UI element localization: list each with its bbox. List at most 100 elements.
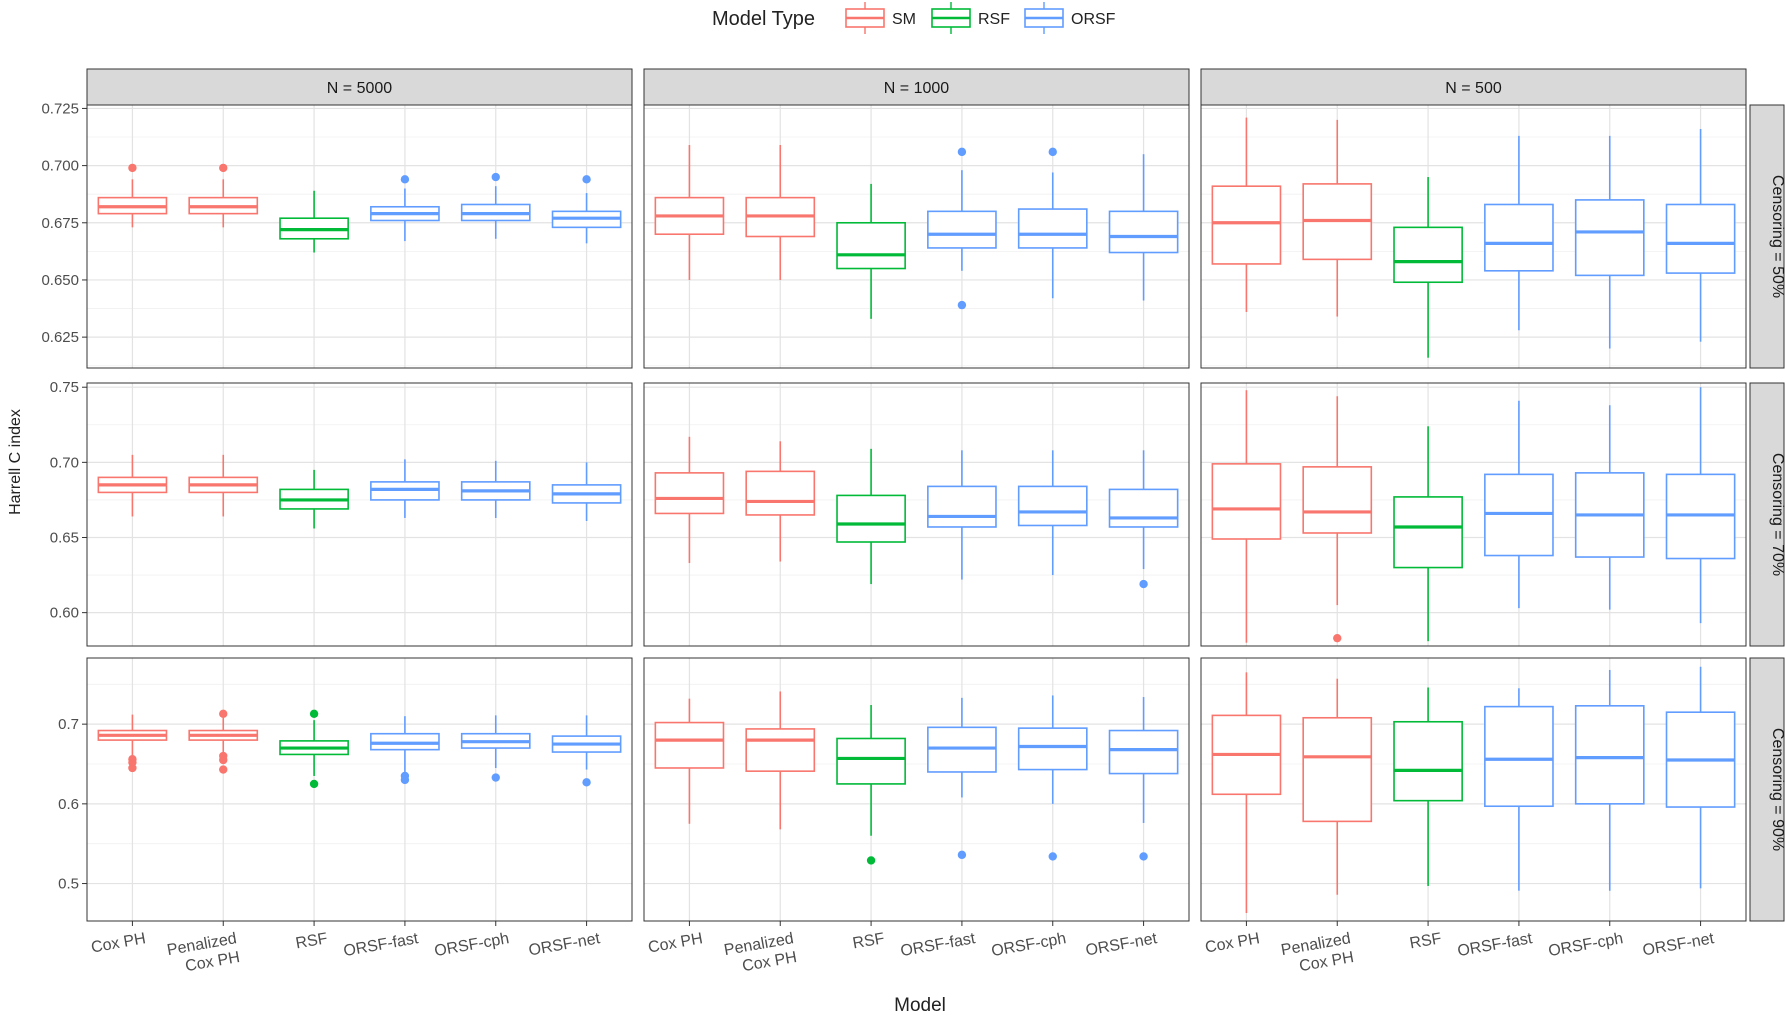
panel-border bbox=[643, 657, 1190, 922]
y-tick-label: 0.625 bbox=[41, 329, 79, 346]
outlier-point bbox=[1139, 852, 1148, 861]
box-orsf-net bbox=[1108, 154, 1179, 301]
iqr-box bbox=[1211, 185, 1282, 265]
box-penalized-cox-ph bbox=[188, 163, 259, 228]
box-orsf-net bbox=[1108, 450, 1179, 589]
y-tick-label: 0.7 bbox=[58, 716, 79, 733]
outlier-point bbox=[582, 175, 591, 184]
row-strip-label: Censoring = 90% bbox=[1769, 728, 1785, 851]
x-tick-label-line: RSF bbox=[294, 930, 329, 952]
iqr-box bbox=[654, 472, 725, 515]
panel bbox=[1200, 382, 1747, 647]
outlier-point bbox=[219, 765, 228, 774]
box-orsf-net bbox=[1665, 129, 1736, 342]
iqr-box bbox=[1574, 705, 1645, 805]
legend-label: ORSF bbox=[1071, 11, 1116, 28]
outlier-point bbox=[1333, 633, 1342, 643]
outlier-point bbox=[400, 175, 410, 184]
box-rsf bbox=[1393, 426, 1463, 642]
box-orsf-cph bbox=[460, 460, 531, 518]
iqr-box bbox=[836, 221, 906, 270]
facet-panels bbox=[86, 104, 1747, 922]
y-axes: 0.625 0.650 0.675 0.700 0.725 0.60 0.65 0.70 0.7… bbox=[41, 100, 87, 893]
box-orsf-cph bbox=[1017, 147, 1088, 299]
x-tick-label: RSF bbox=[851, 930, 886, 952]
column-strip bbox=[643, 68, 1190, 106]
box-orsf-cph bbox=[1574, 135, 1645, 349]
iqr-box bbox=[927, 485, 997, 528]
outlier-point bbox=[309, 779, 319, 789]
outlier-point bbox=[1048, 147, 1057, 157]
panel-background bbox=[644, 105, 1189, 368]
outlier-point bbox=[866, 856, 876, 865]
column-strip-label: N = 5000 bbox=[327, 80, 392, 97]
box-orsf-cph bbox=[460, 172, 531, 239]
box-orsf-cph bbox=[1574, 405, 1645, 610]
iqr-box bbox=[1393, 720, 1463, 802]
column-strip-label: N = 500 bbox=[1445, 80, 1502, 97]
row-strip-label: Censoring = 70% bbox=[1769, 453, 1785, 576]
box-cox-ph bbox=[97, 163, 168, 228]
box-penalized-cox-ph bbox=[1302, 396, 1373, 643]
box-orsf-fast bbox=[927, 450, 997, 580]
panel bbox=[1200, 104, 1747, 369]
outlier-point bbox=[957, 147, 967, 157]
panel-border bbox=[86, 657, 633, 922]
outlier-point bbox=[400, 775, 410, 785]
panel-border bbox=[86, 382, 633, 647]
box-penalized-cox-ph bbox=[1302, 678, 1373, 895]
box-cox-ph bbox=[1211, 672, 1282, 914]
y-tick-label: 0.60 bbox=[50, 605, 79, 622]
box-penalized-cox-ph bbox=[745, 691, 816, 830]
x-tick-label-line: RSF bbox=[851, 930, 886, 952]
panel-background bbox=[87, 105, 632, 368]
box-penalized-cox-ph bbox=[745, 145, 816, 280]
iqr-box bbox=[1017, 727, 1088, 771]
iqr-box bbox=[1574, 199, 1645, 277]
box-orsf-net bbox=[551, 175, 622, 244]
facet-strips: N = 5000 N = 1000 N = 500 Censoring = 50% Ce… bbox=[86, 68, 1785, 922]
x-tick-label: RSF bbox=[1408, 930, 1443, 952]
panel-border bbox=[1200, 382, 1747, 647]
outlier-point bbox=[582, 778, 591, 787]
row-strip bbox=[1749, 657, 1785, 922]
box-orsf-fast bbox=[370, 716, 440, 785]
box-cox-ph bbox=[654, 698, 725, 824]
box-orsf-fast bbox=[370, 459, 440, 518]
legend-item-sm: SM bbox=[845, 2, 916, 34]
box-rsf bbox=[836, 448, 906, 585]
iqr-box bbox=[836, 737, 906, 785]
column-strip-label: N = 1000 bbox=[884, 80, 949, 97]
column-strip bbox=[86, 68, 633, 106]
panel-background bbox=[644, 383, 1189, 646]
box-cox-ph bbox=[1211, 390, 1282, 643]
iqr-box bbox=[745, 470, 816, 516]
y-tick-label: 0.6 bbox=[58, 796, 79, 813]
box-orsf-fast bbox=[927, 147, 997, 310]
panel-background bbox=[87, 658, 632, 921]
box-orsf-net bbox=[1108, 697, 1179, 861]
outlier-point bbox=[219, 755, 228, 765]
iqr-box bbox=[927, 210, 997, 249]
iqr-box bbox=[1393, 496, 1463, 569]
outlier-point bbox=[491, 172, 500, 182]
box-rsf bbox=[836, 183, 906, 319]
iqr-box bbox=[745, 728, 816, 772]
box-cox-ph bbox=[654, 145, 725, 280]
box-orsf-net bbox=[551, 462, 622, 521]
iqr-box bbox=[1108, 210, 1179, 254]
box-penalized-cox-ph bbox=[1302, 119, 1373, 317]
x-tick-label: RSF bbox=[294, 930, 329, 952]
box-orsf-cph bbox=[460, 715, 531, 782]
y-tick-label: 0.725 bbox=[41, 100, 79, 117]
iqr-box bbox=[1211, 463, 1282, 540]
panel-background bbox=[87, 383, 632, 646]
box-cox-ph bbox=[97, 454, 168, 517]
box-orsf-cph bbox=[1017, 450, 1088, 576]
y-tick-label: 0.75 bbox=[50, 379, 79, 396]
outlier-point bbox=[128, 763, 137, 773]
y-axis-title: Harrell C index bbox=[7, 409, 24, 515]
box-orsf-cph bbox=[1017, 695, 1088, 861]
legend-item-orsf: ORSF bbox=[1024, 2, 1116, 34]
box-orsf-fast bbox=[1484, 400, 1554, 609]
